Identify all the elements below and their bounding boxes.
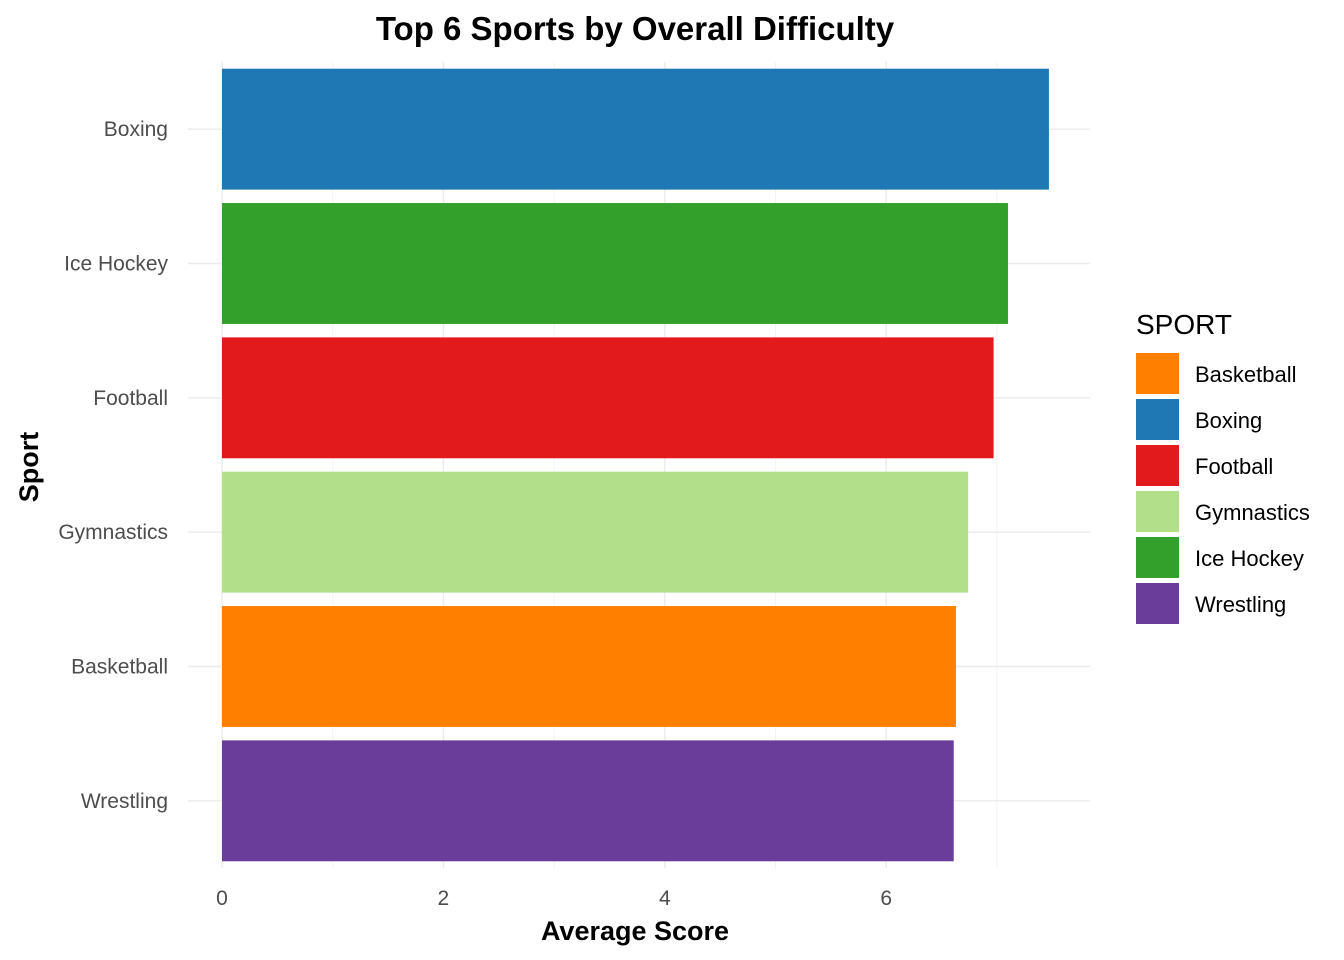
chart-title: Top 6 Sports by Overall Difficulty [376, 10, 895, 47]
x-tick-label: 4 [659, 887, 671, 910]
x-tick-label: 0 [216, 887, 228, 910]
legend-label: Basketball [1195, 362, 1297, 387]
legend-label: Ice Hockey [1195, 546, 1304, 571]
y-tick-label: Boxing [104, 118, 168, 141]
x-axis-title: Average Score [541, 916, 729, 946]
legend-swatch-gymnastics [1136, 491, 1179, 532]
x-tick-labels: 0 2 4 6 [216, 887, 892, 910]
legend-label: Wrestling [1195, 592, 1286, 617]
y-tick-label: Ice Hockey [64, 253, 168, 276]
bar-football [222, 337, 994, 459]
legend: SPORT Basketball Boxing Football Gymnastics… [1136, 309, 1310, 624]
y-tick-label: Wrestling [81, 790, 168, 813]
legend-swatch-ice-hockey [1136, 537, 1179, 578]
bars [222, 68, 1049, 862]
x-tick-label: 6 [880, 887, 892, 910]
legend-label: Gymnastics [1195, 500, 1310, 525]
bar-basketball [222, 606, 956, 727]
bar-ice-hockey [222, 203, 1008, 324]
bar-boxing [222, 68, 1049, 190]
y-axis-title: Sport [14, 432, 44, 503]
y-tick-label: Gymnastics [58, 521, 168, 544]
y-tick-label: Football [93, 387, 168, 410]
y-tick-labels: Boxing Ice Hockey Football Gymnastics Basket… [58, 118, 168, 813]
legend-swatch-basketball [1136, 353, 1179, 394]
legend-label: Football [1195, 454, 1273, 479]
legend-label: Boxing [1195, 408, 1262, 433]
y-tick-label: Basketball [71, 656, 168, 679]
legend-swatch-boxing [1136, 399, 1179, 440]
legend-items: Basketball Boxing Football Gymnastics Ice Ho… [1136, 353, 1310, 624]
x-tick-label: 2 [438, 887, 450, 910]
legend-swatch-wrestling [1136, 583, 1179, 624]
legend-title: SPORT [1136, 309, 1232, 340]
legend-swatch-football [1136, 445, 1179, 486]
bar-gymnastics [222, 471, 969, 593]
bar-wrestling [222, 740, 954, 862]
